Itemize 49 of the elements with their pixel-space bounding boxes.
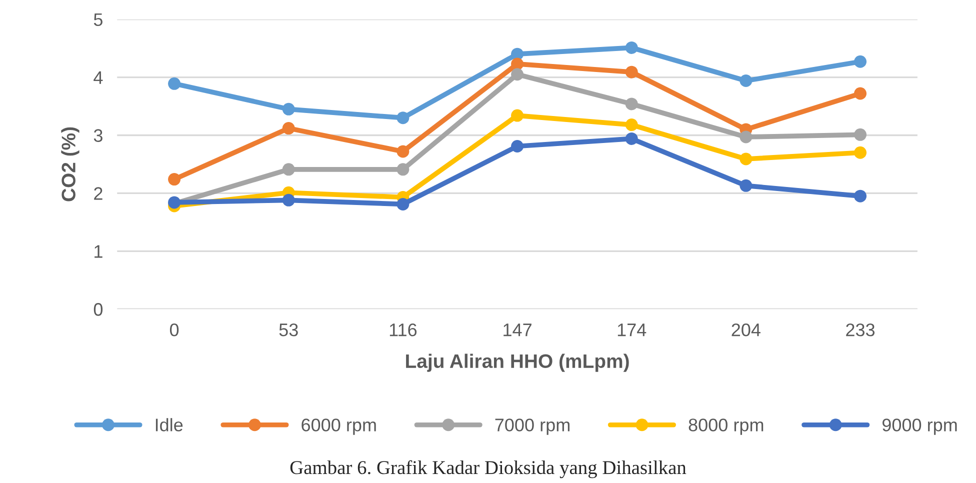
point — [396, 198, 410, 210]
x-tick-label: 147 — [504, 324, 532, 336]
point — [282, 194, 295, 206]
point — [740, 130, 752, 144]
legend-label: 7000 rpm — [495, 418, 570, 435]
x-tick-label: 204 — [732, 323, 760, 336]
y-tick-label: 3 — [94, 129, 102, 142]
point — [511, 109, 524, 122]
point — [168, 77, 181, 90]
point — [854, 87, 867, 100]
point — [740, 74, 752, 88]
point — [396, 163, 410, 176]
x-tick-label: 116 — [390, 323, 417, 336]
point — [625, 118, 638, 132]
point — [282, 102, 295, 116]
point — [282, 122, 295, 135]
y-tick-label: 1 — [94, 245, 102, 258]
point — [854, 55, 867, 68]
point — [511, 140, 524, 153]
point — [396, 145, 410, 158]
x-tick-label: 233 — [846, 323, 875, 336]
point — [854, 190, 867, 202]
point — [168, 173, 181, 186]
point — [625, 132, 638, 145]
y-tick-label: 4 — [94, 71, 103, 84]
point — [396, 112, 410, 124]
point — [854, 128, 867, 141]
legend-label: 6000 rpm — [302, 418, 376, 435]
y-tick-label: 5 — [94, 13, 102, 26]
x-axis-title: Laju Aliran HHO (mLpm) — [406, 354, 629, 372]
point — [625, 66, 638, 78]
point — [854, 146, 867, 159]
point — [625, 98, 638, 110]
x-tick-label: 0 — [170, 323, 179, 336]
point — [740, 152, 752, 166]
point — [511, 58, 524, 70]
point — [625, 41, 638, 54]
legend-label: Idle — [156, 418, 183, 432]
y-tick-label: 0 — [94, 303, 103, 316]
x-tick-label: 174 — [618, 324, 646, 336]
legend-label: 8000 rpm — [688, 418, 764, 435]
point — [282, 163, 295, 176]
legend-label: 9000 rpm — [882, 418, 957, 435]
x-tick-label: 53 — [279, 323, 298, 336]
y-axis-title: CO2 (%) — [61, 127, 80, 202]
text: Gambar 6. Grafik Kadar Dioksida yang Dihasilkan — [290, 460, 686, 478]
point — [740, 179, 752, 192]
y-tick-label: 2 — [94, 187, 102, 200]
point — [511, 68, 524, 81]
